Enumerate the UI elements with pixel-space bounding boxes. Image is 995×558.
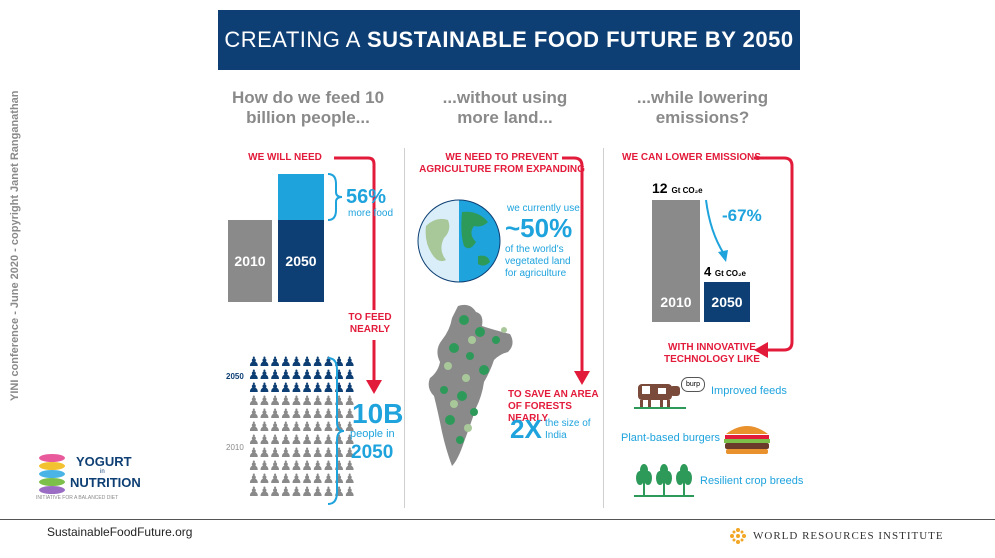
bar-2010-food: 2010	[228, 220, 272, 302]
to-feed-label: TO FEED NEARLY	[348, 312, 392, 335]
tech-item-crops: Resilient crop breeds	[700, 475, 804, 487]
heading-col2: ...without using more land...	[442, 88, 568, 127]
red-arrow-col2	[562, 156, 590, 385]
two-x-sub: the size of India	[545, 418, 591, 441]
india-map-icon	[428, 304, 513, 466]
cow-icon	[634, 384, 686, 409]
prevent-label: WE NEED TO PREVENT AGRICULTURE FROM EXPA…	[419, 152, 585, 175]
title-banner: CREATING A SUSTAINABLE FOOD FUTURE BY 20…	[218, 10, 800, 70]
bar-2010-em-label: 2010	[660, 294, 692, 310]
we-will-need-label: WE WILL NEED	[248, 152, 322, 163]
burger-icon	[724, 426, 770, 454]
divider-right	[603, 148, 604, 508]
heading-col3: ...while lowering emissions?	[636, 88, 769, 127]
use-pre: we currently use	[507, 203, 580, 214]
ten-billion-sub: people in	[350, 428, 395, 440]
lower-label: WE CAN LOWER EMISSIONS	[622, 152, 761, 163]
title-normal: CREATING A	[224, 27, 361, 52]
wri-logo-icon	[730, 528, 746, 544]
crop-icon	[634, 464, 694, 497]
brace-food	[327, 173, 343, 221]
people-year-2050: 2050	[226, 372, 244, 381]
sidebar-credit: YINI conference - June 2020 - copyright …	[9, 90, 21, 401]
bar-2010-label: 2010	[234, 253, 266, 269]
globe-icon	[417, 199, 501, 283]
pct-more-food-sub: more food	[348, 208, 394, 219]
bar-2010-emissions: 2010	[652, 200, 700, 322]
tech-item-burgers: Plant-based burgers	[621, 432, 721, 444]
yogurt-logo-icon	[39, 454, 65, 494]
bar-2050-label: 2050	[285, 253, 317, 269]
heading-col1: How do we feed 10 billion people...	[231, 88, 385, 127]
use-pct: ~50%	[505, 213, 573, 243]
save-label: TO SAVE AN AREA OF FORESTS NEARLY	[508, 389, 599, 424]
divider-left	[404, 148, 405, 508]
bar-2050-food: 2050	[278, 220, 324, 302]
ten-billion-year: 2050	[351, 442, 394, 463]
ten-billion: 10B	[352, 398, 404, 429]
red-arrow-col3	[754, 156, 794, 358]
brace-people	[327, 357, 345, 505]
burp-bubble: burp	[681, 377, 705, 392]
val-2010-label: 12 Gt CO₂e	[652, 180, 703, 196]
down-arrow-icon	[705, 199, 728, 262]
footer-org: WORLD RESOURCES INSTITUTE	[753, 530, 944, 542]
pct-more-food: 56%	[346, 186, 387, 208]
with-tech-label: WITH INNOVATIVE TECHNOLOGY LIKE	[664, 342, 760, 365]
bar-2050-em-label: 2050	[711, 294, 743, 310]
logo-tagline: INITIATIVE FOR A BALANCED DIET	[36, 495, 119, 501]
footer-rule	[0, 519, 995, 520]
people-year-2010: 2010	[226, 443, 244, 452]
footer-url[interactable]: SustainableFoodFuture.org	[47, 525, 193, 539]
change-pct: -67%	[722, 206, 762, 225]
people-icons: ♟♟♟♟♟♟♟♟♟♟ ♟♟♟♟♟♟♟♟♟♟ ♟♟♟♟♟♟♟♟♟♟ ♟♟♟♟♟♟♟…	[248, 355, 356, 499]
bar-2050-emissions: 2050	[704, 282, 750, 322]
bar-2050-increase	[278, 174, 324, 220]
val-2050-label: 4 Gt CO₂e	[704, 264, 746, 279]
red-arrow-col1	[334, 156, 382, 394]
logo-line2: NUTRITION	[70, 475, 141, 490]
logo-small: in	[100, 469, 105, 475]
people-row-2010: ♟♟♟♟♟♟♟♟♟♟	[248, 484, 356, 499]
tech-item-feeds: Improved feeds	[711, 385, 787, 397]
two-x: 2X	[510, 414, 542, 444]
use-post: of the world's vegetated land for agricu…	[505, 244, 571, 279]
logo-line1: YOGURT	[76, 454, 132, 469]
title-bold: SUSTAINABLE FOOD FUTURE BY 2050	[366, 27, 794, 52]
